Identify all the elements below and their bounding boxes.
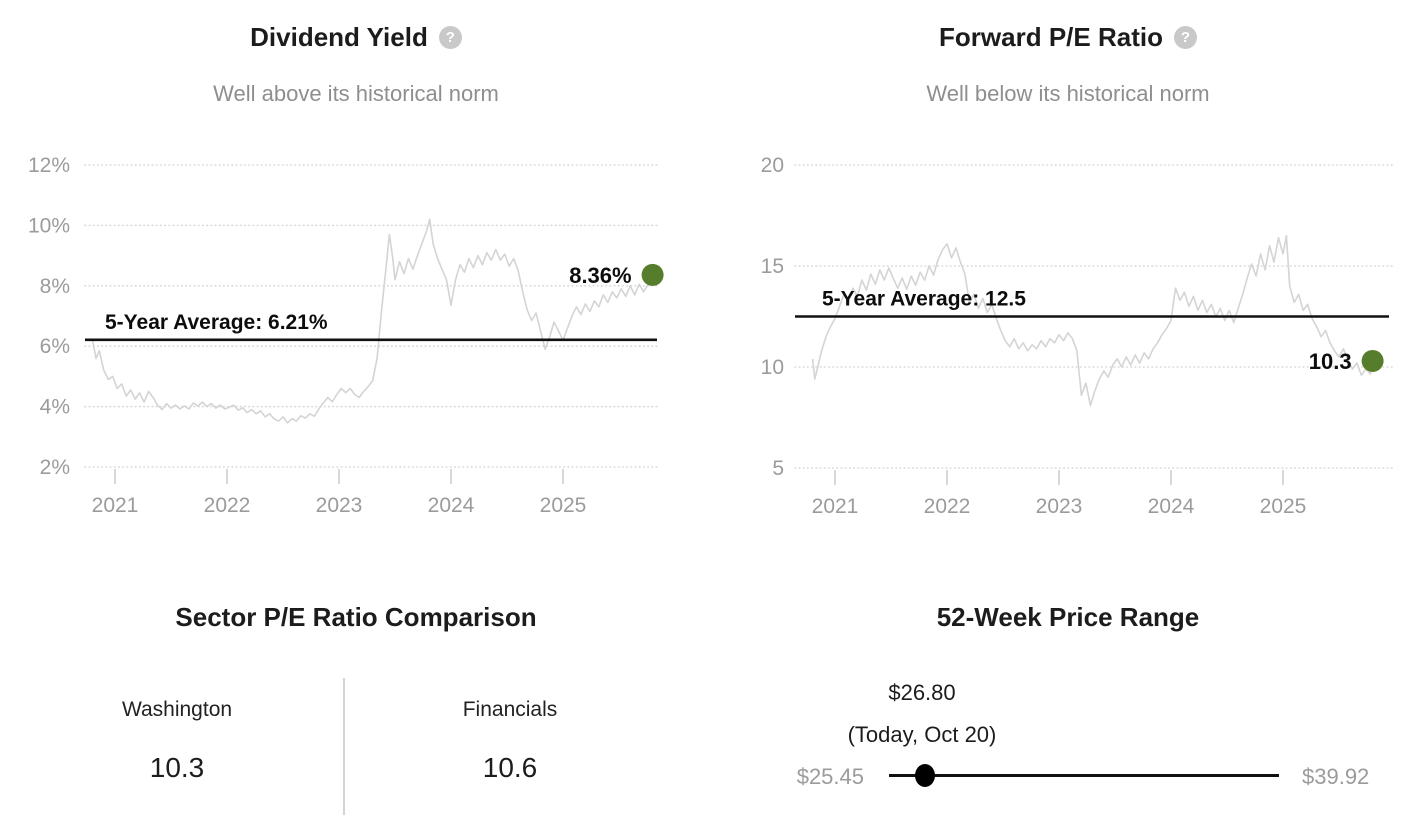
question-mark-icon[interactable]: ?: [1173, 26, 1197, 49]
x-axis-label: 2021: [92, 494, 139, 517]
x-axis-label: 2023: [1036, 495, 1083, 518]
x-axis-label: 2022: [204, 494, 251, 517]
y-axis-label: 4%: [40, 396, 70, 419]
range-high-label: $39.92: [1302, 764, 1370, 789]
column-value: 10.3: [149, 752, 205, 783]
forward-pe-panel: Forward P/E Ratio ? Well below its histo…: [712, 0, 1424, 565]
sector-comparison-title: Sector P/E Ratio Comparison: [175, 602, 537, 632]
price-range-title: 52-Week Price Range: [936, 602, 1200, 632]
latest-value-label: 10.3: [1309, 349, 1352, 374]
vertical-divider: [343, 678, 345, 815]
column-value: 10.6: [482, 752, 538, 783]
x-axis-label: 2025: [1260, 495, 1307, 518]
y-axis-label: 15: [761, 255, 784, 278]
column-label: Financials: [462, 698, 558, 721]
latest-value-dot: [641, 263, 664, 286]
y-axis-label: 10: [761, 356, 784, 379]
forward-pe-header: Forward P/E Ratio ?: [712, 22, 1424, 53]
latest-value-dot: [1361, 349, 1384, 372]
forward-pe-chart: 20 15 10 5 2021 2022 2023 2024 2025 5-Year Averag…: [761, 154, 1393, 518]
x-axis-label: 2025: [540, 494, 587, 517]
current-price-block: $26.80 (Today, Oct 20): [797, 680, 1047, 748]
dividend-yield-header: Dividend Yield ?: [0, 22, 712, 53]
comparison-column-company: Washington 10.3: [0, 698, 354, 784]
column-label: Washington: [121, 698, 233, 721]
y-axis-label: 5: [772, 457, 784, 480]
slider-track: [889, 764, 1279, 787]
average-label: 5-Year Average: 6.21%: [105, 311, 328, 334]
x-axis-label: 2024: [1148, 495, 1195, 518]
current-price-date: (Today, Oct 20): [847, 722, 997, 747]
forward-pe-title: Forward P/E Ratio: [939, 22, 1163, 52]
sector-comparison-panel: Sector P/E Ratio Comparison Washington 1…: [0, 580, 712, 836]
x-axis-label: 2021: [812, 495, 859, 518]
slider-thumb[interactable]: [915, 764, 936, 787]
y-axis-label: 10%: [28, 214, 70, 237]
y-axis-label: 12%: [28, 154, 70, 177]
y-axis-label: 2%: [40, 456, 70, 479]
latest-value-label: 8.36%: [569, 263, 631, 288]
average-label: 5-Year Average: 12.5: [822, 288, 1026, 311]
range-low-label: $25.45: [796, 764, 864, 789]
series-line: [811, 234, 1374, 407]
x-axis-label: 2023: [316, 494, 363, 517]
forward-pe-subtitle: Well below its historical norm: [926, 81, 1210, 106]
x-axis-label: 2024: [428, 494, 475, 517]
comparison-column-sector: Financials 10.6: [354, 698, 666, 784]
series-line: [91, 218, 654, 424]
dividend-yield-subtitle: Well above its historical norm: [213, 81, 499, 106]
y-axis-label: 20: [761, 154, 784, 177]
current-price: $26.80: [888, 680, 956, 705]
price-range-panel: 52-Week Price Range $26.80 (Today, Oct 2…: [712, 580, 1424, 836]
y-axis-label: 6%: [40, 335, 70, 358]
dividend-yield-chart: 12% 10% 8% 6% 4% 2% 2021 2022 2023 2024 2025 5-Year…: [28, 154, 664, 517]
dividend-yield-title: Dividend Yield: [250, 22, 428, 52]
question-mark-icon[interactable]: ?: [438, 26, 462, 49]
dividend-yield-panel: Dividend Yield ? Well above its historic…: [0, 0, 712, 565]
x-axis-label: 2022: [924, 495, 971, 518]
y-axis-label: 8%: [40, 275, 70, 298]
